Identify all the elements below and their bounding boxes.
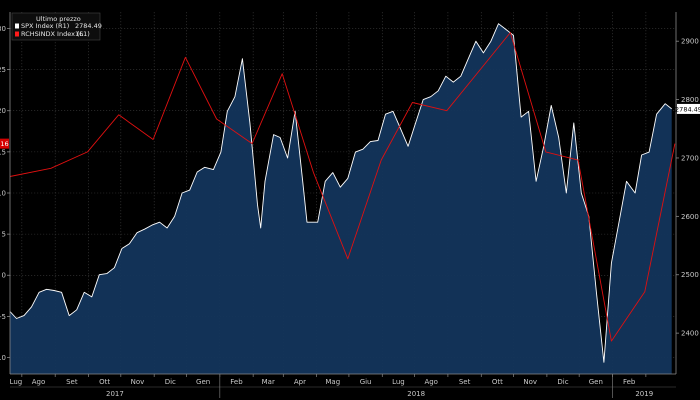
x-month-label: Mar [262, 378, 275, 386]
legend-title: Ultimo prezzo [36, 15, 81, 23]
y-left-tick-label: 0 [2, 272, 6, 280]
right-current-tag [677, 103, 700, 114]
x-month-label: Ott [492, 378, 503, 386]
x-month-label: Dic [165, 378, 176, 386]
x-month-label: Giu [360, 378, 372, 386]
spx-area [10, 23, 672, 374]
axis-layer: 30 25 20 15 10 5 0 -5 -10 2900 2800 2700 2600 2500 240… [0, 12, 700, 398]
legend-entry-value: 16 [75, 30, 83, 38]
x-month-label: Apr [294, 378, 306, 386]
y-left-tick-label: 25 [0, 66, 6, 74]
legend-entry-label: SPX Index (R1) [21, 22, 69, 30]
x-month-label: Nov [523, 378, 537, 386]
y-right-tick-label: 2800 [681, 96, 699, 104]
x-month-label: Lug [10, 378, 23, 386]
legend-entry-label: RCHSINDX Index (L1) [21, 30, 90, 38]
x-month-label: Ott [99, 378, 110, 386]
x-month-label: Set [66, 378, 78, 386]
x-month-label: Nov [131, 378, 145, 386]
x-month-label: Feb [623, 378, 636, 386]
y-right-tick-label: 2900 [681, 38, 699, 46]
x-month-label: Gen [589, 378, 603, 386]
left-current-tag [0, 138, 9, 149]
spx-line [9, 23, 672, 363]
legend-entry-value: 2784.49 [75, 22, 102, 30]
y-right-tick-label: 2400 [681, 330, 699, 338]
y-left-tick-label: 15 [0, 148, 6, 156]
y-left-tick-label: -5 [0, 313, 6, 321]
x-month-label: Set [459, 378, 471, 386]
y-left-tick-label: 10 [0, 189, 6, 197]
y-right-tick-label: 2500 [681, 271, 699, 279]
right-current-value: 2784.49 [675, 105, 700, 113]
x-year-label: 2017 [106, 390, 124, 398]
rchsindx-line [9, 32, 676, 342]
spx-layer [9, 23, 672, 374]
y-right-tick-label: 2600 [681, 213, 699, 221]
x-month-label: Ago [32, 378, 46, 386]
x-month-label: Gen [196, 378, 210, 386]
y-left-tick-label: -10 [0, 354, 6, 362]
x-month-label: Mag [325, 378, 340, 386]
legend-swatch [15, 31, 19, 37]
x-month-label: Dic [557, 378, 568, 386]
y-left-tick-label: 20 [0, 107, 6, 115]
x-month-label: Ago [424, 378, 438, 386]
rchs-layer [9, 32, 676, 342]
legend-box [11, 12, 101, 41]
x-year-label: 2019 [635, 390, 653, 398]
y-left-tick-label: 5 [2, 231, 6, 239]
x-month-label: Feb [230, 378, 243, 386]
legend-swatch [15, 23, 19, 29]
x-month-label: Lug [392, 378, 405, 386]
left-current-value: 16 [0, 140, 8, 148]
x-year-label: 2018 [407, 390, 425, 398]
y-right-tick-label: 2700 [681, 154, 699, 162]
y-left-tick-label: 30 [0, 25, 6, 33]
